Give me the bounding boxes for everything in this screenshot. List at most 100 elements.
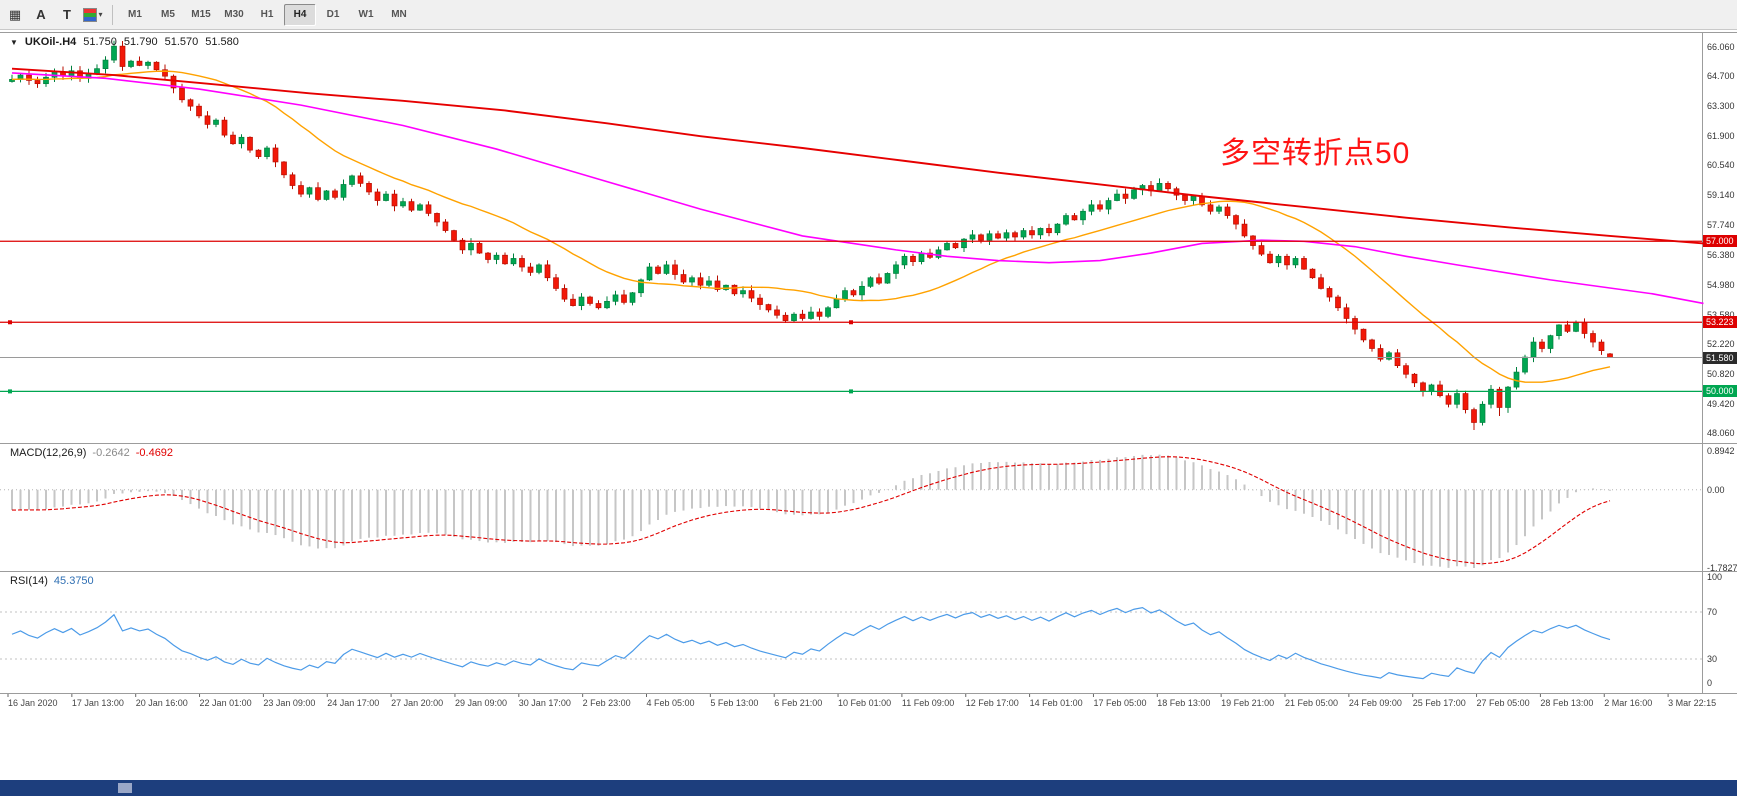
- time-axis-label: 5 Feb 13:00: [710, 698, 759, 708]
- ma-slow-line: [11, 67, 1704, 245]
- time-axis-label: 27 Jan 20:00: [391, 698, 444, 708]
- rsi-indicator-label: RSI(14) 45.3750: [10, 575, 94, 587]
- price-scale-label: 57.740: [1707, 220, 1735, 231]
- toolbar-separator: [112, 4, 113, 25]
- rsi-name: RSI(14): [10, 575, 48, 587]
- price-level-tag-50.000: 50.000: [1703, 385, 1737, 398]
- time-axis-label: 21 Feb 05:00: [1285, 698, 1339, 708]
- drawing-tools-group: ▦ A T ▾: [2, 3, 106, 27]
- hline-handle[interactable]: [849, 320, 853, 325]
- chart-colors-tool[interactable]: ▾: [80, 3, 106, 27]
- timeframe-button-h1[interactable]: H1: [260, 9, 274, 20]
- time-axis-label: 20 Jan 16:00: [135, 698, 188, 708]
- time-axis-label: 12 Feb 17:00: [965, 698, 1019, 708]
- price-scale-label: 48.060: [1707, 427, 1735, 438]
- time-axis-label: 22 Jan 01:00: [199, 698, 252, 708]
- candlestick-series: [9, 40, 1613, 430]
- chevron-down-icon: ▾: [98, 10, 103, 19]
- price-scale-label: 59.140: [1707, 190, 1735, 201]
- price-scale-label: 66.060: [1707, 42, 1735, 52]
- timeframe-button-w1[interactable]: W1: [358, 9, 374, 20]
- macd-name: MACD(12,26,9): [10, 447, 87, 459]
- toolbar: ▦ A T ▾ M1 M5 M15 M30 H1 H4 D1 W1 MN: [0, 0, 1737, 30]
- ohlc-high: 51.790: [123, 36, 158, 48]
- time-axis-label: 28 Feb 13:00: [1540, 698, 1594, 708]
- macd-signal-value: -0.4692: [135, 447, 174, 459]
- time-axis-label: 4 Feb 05:00: [646, 698, 695, 708]
- time-axis-label: 29 Jan 09:00: [454, 698, 507, 708]
- macd-main-value: -0.2642: [92, 447, 130, 459]
- ohlc-low: 51.570: [164, 36, 199, 48]
- time-axis-label: 30 Jan 17:00: [518, 698, 571, 708]
- time-axis-label: 6 Feb 21:00: [774, 698, 823, 708]
- rsi-scale-label: 0: [1707, 678, 1713, 688]
- color-swatch-icon: [83, 7, 98, 22]
- status-bar-notch: [118, 783, 132, 793]
- macd-signal-line: [11, 456, 1611, 565]
- annotate-a-tool[interactable]: A: [36, 7, 46, 22]
- bottom-status-bar: [0, 780, 1737, 796]
- price-scale-label: 53.580: [1707, 309, 1735, 320]
- rsi-line: [11, 607, 1611, 680]
- time-axis-label: 10 Feb 01:00: [838, 698, 892, 708]
- timeframe-button-m15[interactable]: M15: [191, 9, 211, 20]
- timeframe-button-m1[interactable]: M1: [128, 9, 142, 20]
- symbol-ohlc-readout: ▼ UKOil-.H4 51.750 51.790 51.570 51.580: [10, 36, 239, 48]
- price-scale-label: 60.540: [1707, 160, 1735, 171]
- macd-scale-label: -1.7827: [1707, 563, 1737, 574]
- price-scale-label: 63.300: [1707, 101, 1735, 112]
- price-scale-label: 54.980: [1707, 279, 1735, 290]
- timeframe-button-mn[interactable]: MN: [391, 9, 407, 20]
- hline-handle[interactable]: [8, 389, 12, 394]
- time-axis-label: 18 Feb 13:00: [1157, 698, 1211, 708]
- hline-handle[interactable]: [849, 389, 853, 394]
- chart-text-annotation[interactable]: 多空转折点50: [1220, 137, 1411, 170]
- macd-scale-label: 0.8942: [1707, 445, 1735, 456]
- time-axis-label: 27 Feb 05:00: [1476, 698, 1530, 708]
- ma-fast-line: [11, 70, 1611, 383]
- price-scale-label: 52.220: [1707, 338, 1735, 349]
- time-axis-label: 25 Feb 17:00: [1412, 698, 1466, 708]
- time-axis-label: 19 Feb 21:00: [1221, 698, 1275, 708]
- ma-mid-line: [11, 72, 1704, 305]
- chart-grid-tool[interactable]: ▦: [8, 6, 22, 22]
- ohlc-close: 51.580: [205, 36, 239, 48]
- timeframe-group: M1 M5 M15 M30 H1 H4 D1 W1 MN: [119, 3, 415, 26]
- hline-handle[interactable]: [8, 320, 12, 325]
- text-t-tool[interactable]: T: [63, 7, 71, 22]
- timeframe-button-m5[interactable]: M5: [161, 9, 175, 20]
- price-level-tag-57.000: 57.000: [1703, 235, 1737, 248]
- collapse-icon[interactable]: ▼: [10, 37, 18, 47]
- time-axis-label: 16 Jan 2020: [8, 698, 58, 708]
- time-axis-label: 24 Feb 09:00: [1348, 698, 1402, 708]
- price-scale-label: 49.420: [1707, 398, 1735, 409]
- price-level-tag-53.223: 53.223: [1703, 316, 1737, 329]
- time-axis-label: 17 Feb 05:00: [1093, 698, 1147, 708]
- time-axis-label: 11 Feb 09:00: [901, 698, 955, 708]
- price-scale-label: 64.700: [1707, 71, 1735, 82]
- timeframe-button-h4[interactable]: H4: [284, 3, 316, 26]
- price-scale-label: 56.380: [1707, 249, 1735, 260]
- time-axis-label: 14 Feb 01:00: [1029, 698, 1083, 708]
- ohlc-open: 51.750: [83, 36, 117, 48]
- timeframe-button-d1[interactable]: D1: [326, 9, 340, 20]
- symbol-name: UKOil-.H4: [24, 36, 77, 48]
- macd-scale-label: 0.00: [1707, 484, 1725, 495]
- price-scale-label: 50.820: [1707, 368, 1735, 379]
- price-scale-label: 61.900: [1707, 131, 1735, 142]
- rsi-scale-label: 70: [1707, 607, 1718, 617]
- macd-histogram: [11, 454, 1611, 569]
- timeframe-button-m30[interactable]: M30: [224, 9, 244, 20]
- time-axis-label: 17 Jan 13:00: [71, 698, 124, 708]
- macd-indicator-label: MACD(12,26,9) -0.2642 -0.4692: [10, 447, 173, 459]
- time-axis-label: 23 Jan 09:00: [263, 698, 316, 708]
- rsi-scale-label: 30: [1707, 654, 1718, 664]
- current-price-tag: 51.580: [1703, 351, 1737, 364]
- rsi-scale-label: 100: [1707, 571, 1723, 582]
- time-axis-label: 2 Mar 16:00: [1604, 698, 1653, 708]
- time-axis-label: 24 Jan 17:00: [327, 698, 380, 708]
- time-axis-label: 3 Mar 22:15: [1668, 698, 1717, 708]
- time-axis-label: 2 Feb 23:00: [582, 698, 631, 708]
